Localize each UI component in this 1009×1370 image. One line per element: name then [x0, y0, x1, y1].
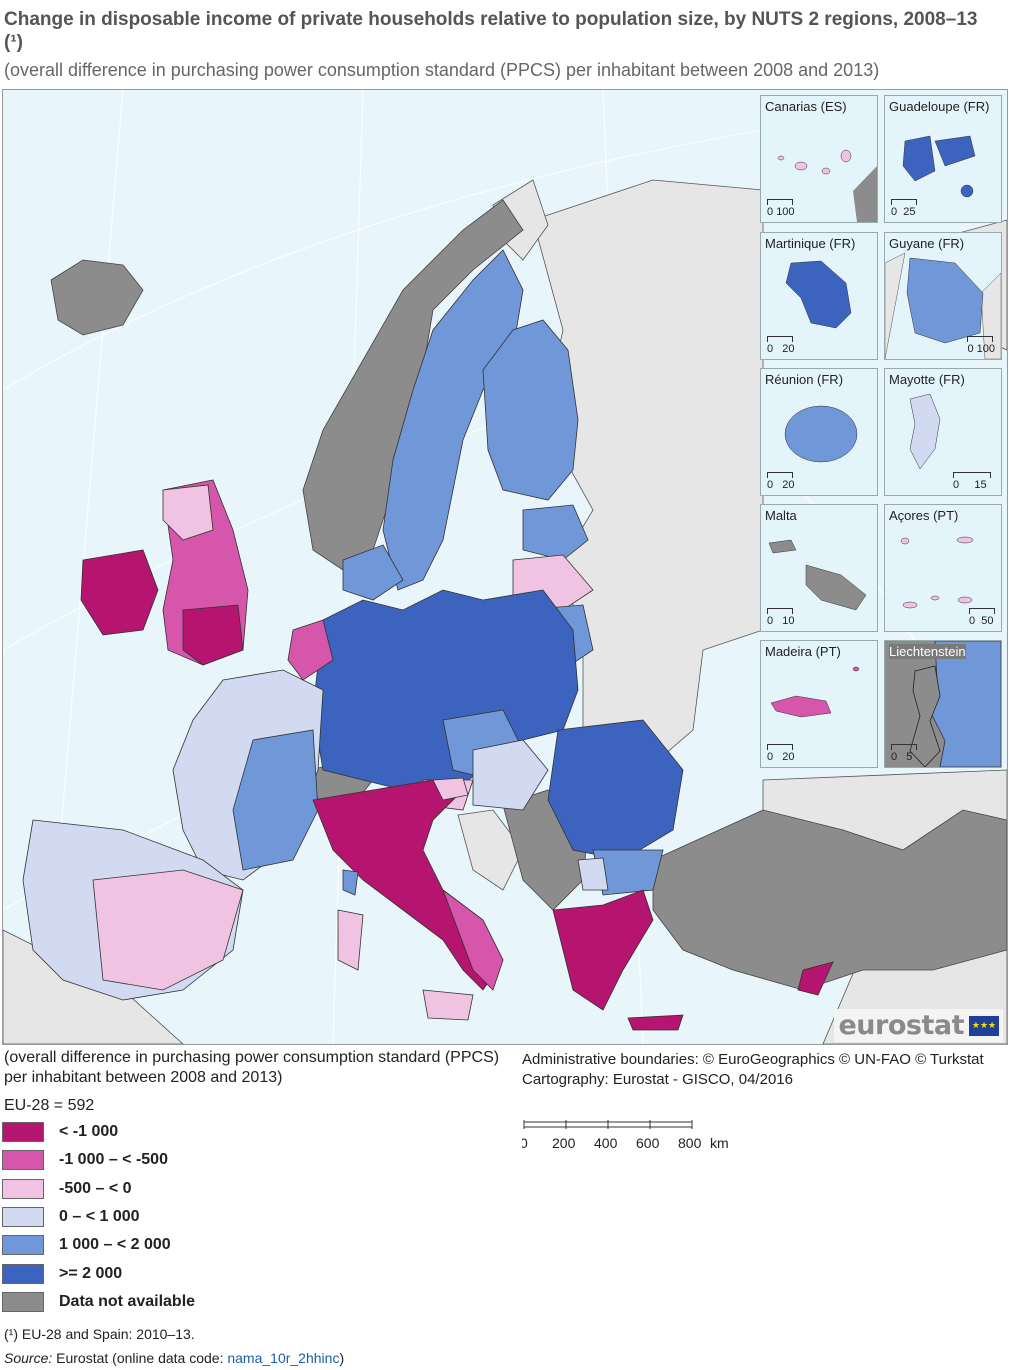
inset-scale: 0 15 — [953, 472, 991, 491]
corsica — [343, 870, 358, 895]
eurostat-logo: eurostat ★★★ — [834, 1009, 1003, 1042]
inset-scale: 0 10 — [767, 608, 795, 627]
footnote: (¹) EU-28 and Spain: 2010–13. — [4, 1326, 195, 1342]
inset-scale: 0 100 — [967, 336, 995, 355]
inset-scale: 0 20 — [767, 472, 795, 491]
ireland — [81, 550, 158, 635]
inset-martinique: Martinique (FR) 0 20 — [760, 232, 878, 360]
legend-swatch — [2, 1235, 44, 1255]
sardinia — [338, 910, 363, 970]
inset-mayotte: Mayotte (FR) 0 15 — [884, 368, 1002, 496]
map-title: Change in disposable income of private h… — [4, 8, 994, 54]
inset-scale: 0 25 — [891, 199, 917, 218]
scale-bar: 0 200 400 600 800 km — [522, 1118, 742, 1158]
legend-item: -1 000 – < -500 — [2, 1146, 195, 1174]
source-line: Source: Eurostat (online data code: nama… — [4, 1350, 344, 1366]
legend-description: (overall difference in purchasing power … — [4, 1048, 504, 1088]
legend-swatch — [2, 1122, 44, 1142]
scale-tick: 800 — [678, 1135, 702, 1151]
legend-swatch — [2, 1292, 44, 1312]
legend-item: Data not available — [2, 1288, 195, 1316]
legend-swatch — [2, 1264, 44, 1284]
inset-guadeloupe: Guadeloupe (FR) 0 25 — [884, 95, 1002, 223]
legend-item: >= 2 000 — [2, 1259, 195, 1287]
iceland — [51, 260, 143, 335]
crete — [628, 1015, 683, 1030]
inset-liechtenstein: Liechtenstein 0 5 — [884, 640, 1002, 768]
legend-item: 0 – < 1 000 — [2, 1203, 195, 1231]
inset-reunion: Réunion (FR) 0 20 — [760, 368, 878, 496]
scale-tick: 200 — [552, 1135, 576, 1151]
legend-item: < -1 000 — [2, 1118, 195, 1146]
map-subtitle: (overall difference in purchasing power … — [4, 60, 879, 81]
inset-guyane: Guyane (FR) 0 100 — [884, 232, 1002, 360]
legend: < -1 000 -1 000 – < -500 -500 – < 0 0 – … — [2, 1118, 195, 1316]
dataset-code-link[interactable]: nama_10r_2hhinc — [227, 1350, 339, 1366]
scale-tick: 600 — [636, 1135, 660, 1151]
inset-scale: 0 20 — [767, 744, 795, 763]
scale-tick: 0 — [522, 1135, 528, 1151]
eu-flag-icon: ★★★ — [969, 1016, 999, 1036]
sicily — [423, 990, 473, 1020]
inset-label: Liechtenstein — [889, 644, 966, 659]
inset-acores: Açores (PT) 0 50 — [884, 504, 1002, 632]
legend-item: 1 000 – < 2 000 — [2, 1231, 195, 1259]
scale-unit: km — [710, 1135, 729, 1151]
legend-item: -500 – < 0 — [2, 1175, 195, 1203]
inset-malta: Malta 0 10 — [760, 504, 878, 632]
inset-canarias: Canarias (ES) 0 100 — [760, 95, 878, 223]
legend-swatch — [2, 1150, 44, 1170]
scale-tick: 400 — [594, 1135, 618, 1151]
credits: Administrative boundaries: © EuroGeograp… — [522, 1050, 984, 1090]
inset-madeira: Madeira (PT) 0 20 — [760, 640, 878, 768]
legend-swatch — [2, 1179, 44, 1199]
inset-scale: 0 20 — [767, 336, 795, 355]
inset-scale: 0 100 — [767, 199, 795, 218]
legend-swatch — [2, 1207, 44, 1227]
inset-scale: 0 5 — [891, 744, 917, 763]
greece — [553, 890, 653, 1010]
eu28-average: EU-28 = 592 — [4, 1097, 94, 1115]
inset-scale: 0 50 — [969, 608, 995, 627]
